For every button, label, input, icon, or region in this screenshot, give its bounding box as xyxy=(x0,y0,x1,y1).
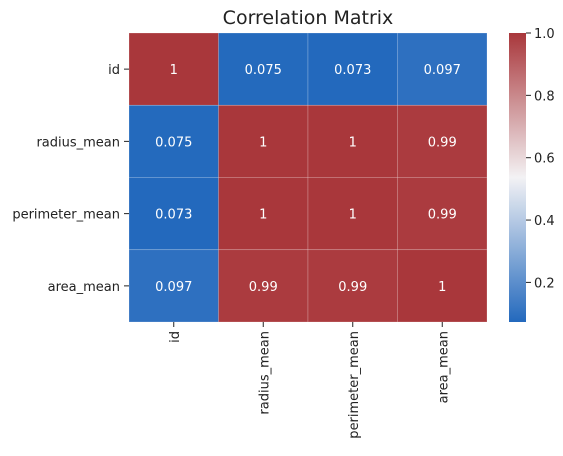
row-label-3: area_mean xyxy=(48,280,120,295)
cell-annotation-0-1: 0.075 xyxy=(245,63,282,78)
heatmap-cells xyxy=(128,32,488,323)
row-label-2: perimeter_mean xyxy=(12,208,120,223)
cell-annotation-3-3: 1 xyxy=(438,280,446,295)
cell-annotation-2-1: 1 xyxy=(259,208,267,223)
col-label-0: id xyxy=(168,331,183,343)
colorbar-tick-label-0: 0.2 xyxy=(534,276,555,291)
row-axis: id radius_mean perimeter_mean area_mean xyxy=(12,63,129,295)
heatmap-cell-0-3 xyxy=(397,32,488,106)
colorbar-tick-label-3: 0.8 xyxy=(534,89,555,104)
colorbar-tick-label-4: 1.0 xyxy=(534,27,555,42)
col-label-2: perimeter_mean xyxy=(347,331,362,439)
colorbar-gradient xyxy=(509,33,526,322)
cell-annotation-1-1: 1 xyxy=(259,135,267,150)
row-label-0: id xyxy=(108,63,120,78)
heatmap-cell-0-0 xyxy=(128,32,219,106)
row-label-1: radius_mean xyxy=(36,135,120,150)
cell-annotation-0-3: 0.097 xyxy=(424,63,461,78)
cell-annotation-0-2: 0.073 xyxy=(334,63,371,78)
heatmap-cell-3-3 xyxy=(397,249,488,323)
cell-annotation-2-2: 1 xyxy=(349,208,357,223)
heatmap-cell-0-1 xyxy=(218,32,309,106)
cell-annotation-1-2: 1 xyxy=(349,135,357,150)
heatmap-cell-1-3 xyxy=(397,104,488,178)
chart-title: Correlation Matrix xyxy=(223,7,394,29)
cell-annotations: 1 0.075 0.073 0.097 0.075 1 1 0.99 0.073 1 1 0.99 0.… xyxy=(155,63,461,295)
colorbar-tick-label-1: 0.4 xyxy=(534,214,555,229)
heatmap-cell-3-2 xyxy=(307,249,398,323)
cell-annotation-3-1: 0.99 xyxy=(249,280,278,295)
heatmap-cell-2-3 xyxy=(397,177,488,251)
colorbar: 0.2 0.4 0.6 0.8 1.0 xyxy=(509,27,555,322)
cell-annotation-2-0: 0.073 xyxy=(155,208,192,223)
heatmap-cell-0-2 xyxy=(307,32,398,106)
heatmap-cell-3-1 xyxy=(218,249,309,323)
heatmap-cell-1-0 xyxy=(128,104,219,178)
col-axis: id radius_mean perimeter_mean area_mean xyxy=(168,322,451,439)
cell-annotation-1-3: 0.99 xyxy=(428,135,457,150)
colorbar-tick-label-2: 0.6 xyxy=(534,152,555,167)
heatmap-cell-1-1 xyxy=(218,104,309,178)
cell-annotation-1-0: 0.075 xyxy=(155,135,192,150)
cell-annotation-0-0: 1 xyxy=(170,63,178,78)
cell-annotation-2-3: 0.99 xyxy=(428,208,457,223)
col-label-3: area_mean xyxy=(436,331,451,403)
heatmap-cell-2-1 xyxy=(218,177,309,251)
heatmap-cell-3-0 xyxy=(128,249,219,323)
cell-annotation-3-0: 0.097 xyxy=(155,280,192,295)
cell-annotation-3-2: 0.99 xyxy=(338,280,367,295)
col-label-1: radius_mean xyxy=(257,331,272,415)
